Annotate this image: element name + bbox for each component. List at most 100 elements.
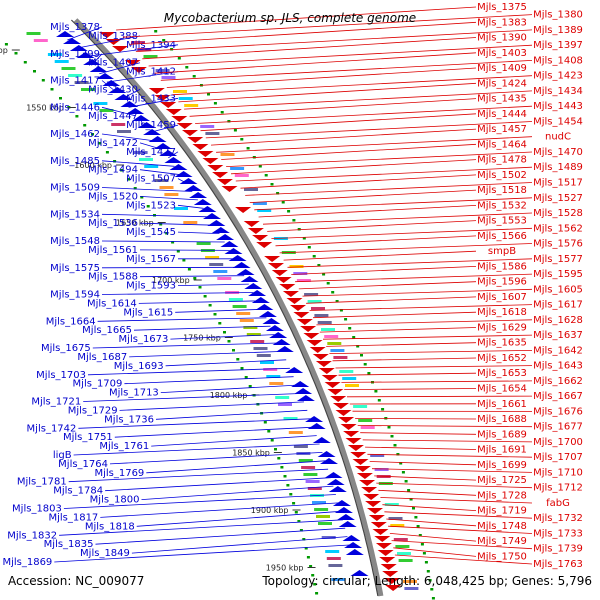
forward-gene-arrow <box>63 38 81 44</box>
ring-dot <box>208 304 212 307</box>
annotation-bar <box>325 550 340 553</box>
annotation-bar <box>213 270 228 273</box>
gene-label-right: Mjls_1637 <box>533 330 583 341</box>
gene-label-right: Mjls_1434 <box>533 86 583 97</box>
leader-line-left <box>139 169 181 176</box>
ring-dot <box>311 574 315 577</box>
reverse-gene-arrow <box>379 557 396 563</box>
leader-line-right <box>365 446 477 450</box>
annotation-bar <box>173 90 187 93</box>
gene-label-right: Mjls_1489 <box>533 162 583 173</box>
gene-label-left: Mjls_1485 <box>50 156 100 167</box>
gene-label-right: Mjls_1689 <box>477 429 527 440</box>
leader-line-right <box>283 250 477 261</box>
gene-label-left: Mjls_1520 <box>88 191 138 202</box>
annotation-bar <box>250 340 265 343</box>
leader-line-left <box>177 231 220 234</box>
gene-label-right: Mjls_1389 <box>533 25 583 36</box>
ring-dot <box>105 151 109 154</box>
annotation-bar <box>228 298 243 301</box>
gene-label-right: Mjls_1750 <box>477 551 527 562</box>
reverse-gene-arrow <box>367 508 383 514</box>
leader-line-left <box>165 359 287 367</box>
ring-dot <box>404 480 408 483</box>
forward-gene-arrow <box>291 381 310 387</box>
annotation-bar <box>317 321 332 324</box>
leader-line-right <box>235 166 533 182</box>
annotation-bar <box>316 515 330 518</box>
accession-text: Accession: NC_009077 <box>8 574 144 588</box>
leader-line-left <box>78 418 311 429</box>
leader-line-left <box>119 401 305 411</box>
reverse-gene-arrow <box>382 571 399 577</box>
forward-gene-arrow <box>285 367 304 373</box>
annotation-bar <box>139 158 153 161</box>
leader-line-left <box>139 249 230 251</box>
tick-label: 1550 kbp <box>26 104 64 113</box>
annotation-bar <box>307 300 322 303</box>
leader-line-left <box>139 142 163 150</box>
map-title: Mycobacterium sp. JLS, complete genome <box>164 11 416 25</box>
reverse-gene-arrow <box>197 151 214 157</box>
leader-line-right <box>384 511 533 519</box>
annotation-bar <box>263 368 278 371</box>
reverse-gene-arrow <box>293 312 310 318</box>
annotation-bar <box>314 508 329 511</box>
annotation-bar <box>54 60 69 63</box>
ring-dot <box>387 426 391 429</box>
forward-gene-arrow <box>236 269 255 275</box>
leader-line-left <box>177 204 204 209</box>
gene-label-left: Mjls_1394 <box>126 40 176 51</box>
gene-label-right: Mjls_1424 <box>477 78 527 89</box>
ring-dot <box>356 345 360 348</box>
leader-line-right <box>344 388 477 390</box>
forward-gene-arrow <box>203 213 221 219</box>
ring-dot <box>407 489 411 492</box>
gene-label-right: Mjls_1408 <box>533 55 583 66</box>
ring-dot <box>292 219 296 222</box>
leader-line-right <box>393 547 477 557</box>
forward-gene-arrow <box>154 143 172 149</box>
gene-label-right: Mjls_1763 <box>533 559 583 570</box>
ring-dot <box>193 277 197 280</box>
reverse-gene-arrow <box>363 494 380 500</box>
leader-line-right <box>312 311 477 319</box>
annotation-bar <box>178 97 193 100</box>
forward-gene-arrow <box>269 332 288 338</box>
reverse-gene-arrow <box>300 326 317 332</box>
annotation-bar <box>330 349 345 352</box>
gene-label-right: Mjls_1653 <box>477 368 527 379</box>
forward-gene-arrow <box>334 507 353 513</box>
annotation-bar <box>283 417 298 420</box>
annotation-bar <box>269 382 284 385</box>
gene-label-left: Mjls_1784 <box>53 486 103 497</box>
forward-gene-arrow <box>332 500 351 506</box>
ring-dot <box>59 97 62 100</box>
gene-label-left: Mjls_1800 <box>90 495 140 506</box>
annotation-bar <box>293 272 308 275</box>
ring-dot <box>218 322 222 325</box>
gene-label-left: Mjls_1729 <box>68 405 118 416</box>
reverse-gene-arrow <box>130 67 147 73</box>
annotation-bar <box>117 130 131 133</box>
annotation-bar <box>159 186 174 189</box>
forward-gene-arrow <box>89 66 108 72</box>
leader-line-left <box>131 536 348 554</box>
ring-dot <box>283 475 287 478</box>
gene-label-left: Mjls_1412 <box>126 67 176 78</box>
annotation-bar <box>209 263 224 266</box>
gene-label-left: Mjls_1594 <box>50 290 100 301</box>
leader-line-right <box>178 82 477 103</box>
leader-line-left <box>109 452 323 465</box>
leader-line-left <box>106 71 179 83</box>
forward-gene-arrow <box>216 234 235 240</box>
leader-line-left <box>101 160 175 167</box>
forward-gene-arrow <box>240 276 259 282</box>
ring-dot <box>401 471 405 474</box>
annotation-bar <box>327 342 342 345</box>
ring-dot <box>258 165 262 168</box>
gene-label-right: Mjls_1435 <box>477 94 527 105</box>
leader-line-right <box>135 29 533 52</box>
annotation-bar <box>236 312 251 315</box>
